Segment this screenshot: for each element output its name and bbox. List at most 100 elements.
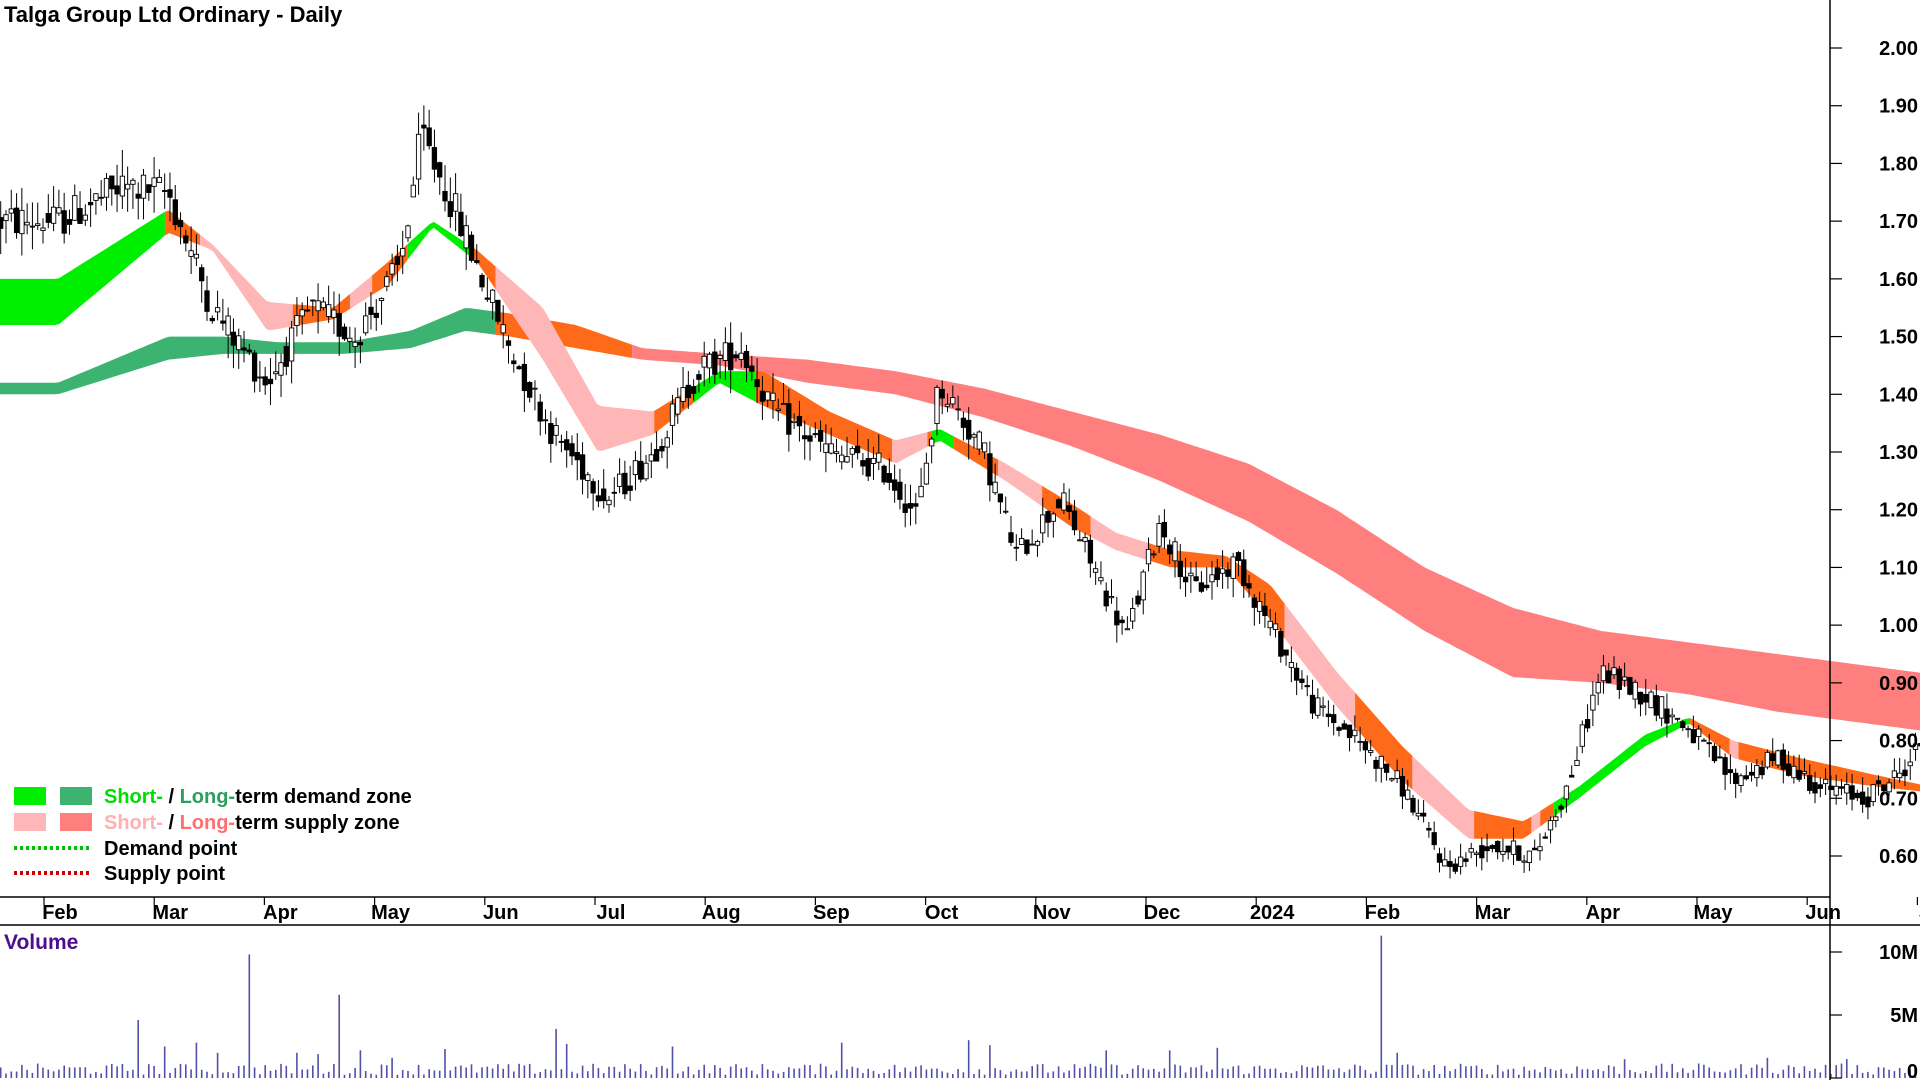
candle-60 xyxy=(315,283,321,334)
candle-130 xyxy=(685,371,691,409)
candle-327 xyxy=(1727,754,1734,785)
candle-166 xyxy=(876,434,882,471)
price-tick-label-14: 0.60 xyxy=(1879,846,1918,868)
candle-257 xyxy=(1357,726,1363,752)
candle-267 xyxy=(1410,794,1416,816)
candle-77 xyxy=(405,224,411,242)
candle-108 xyxy=(569,435,575,466)
candle-356 xyxy=(1881,784,1887,796)
price-candles xyxy=(0,105,1920,879)
short-term-zone-segment-23 xyxy=(1474,811,1532,839)
candle-47 xyxy=(246,343,252,356)
candle-269 xyxy=(1420,800,1427,823)
candle-106 xyxy=(558,434,565,453)
candle-253 xyxy=(1336,725,1342,737)
candle-280 xyxy=(1479,837,1485,871)
candle-214 xyxy=(1130,597,1136,629)
candle-3 xyxy=(13,193,20,239)
candle-1 xyxy=(3,210,9,244)
candle-75 xyxy=(394,244,401,282)
candle-245 xyxy=(1293,662,1300,696)
candle-119 xyxy=(627,465,633,502)
candle-270 xyxy=(1426,822,1432,838)
candle-123 xyxy=(648,442,654,478)
candle-287 xyxy=(1516,845,1522,862)
candle-344 xyxy=(1817,777,1823,798)
candle-345 xyxy=(1822,768,1829,795)
candle-40 xyxy=(209,315,215,324)
legend-demand-long: Long- xyxy=(180,786,236,808)
legend-swatch-short-supply xyxy=(14,813,46,831)
candle-92 xyxy=(484,277,490,302)
candle-323 xyxy=(1706,734,1712,758)
candle-306 xyxy=(1616,665,1622,699)
candle-250 xyxy=(1320,696,1326,717)
candle-126 xyxy=(664,430,670,469)
candle-48 xyxy=(251,350,258,393)
candle-172 xyxy=(907,484,914,526)
month-label-5: Jul xyxy=(597,902,626,924)
candle-234 xyxy=(1235,551,1242,577)
candle-115 xyxy=(606,496,612,513)
candle-81 xyxy=(426,109,432,150)
candle-302 xyxy=(1595,673,1601,706)
candle-235 xyxy=(1241,549,1247,598)
candle-317 xyxy=(1674,717,1681,722)
candle-153 xyxy=(807,426,813,461)
candle-301 xyxy=(1590,681,1596,727)
short-term-zone-segment-4 xyxy=(350,275,373,309)
candle-343 xyxy=(1812,771,1818,804)
candle-297 xyxy=(1569,765,1575,778)
candle-248 xyxy=(1309,679,1316,719)
candle-120 xyxy=(632,451,639,491)
candle-114 xyxy=(601,469,607,509)
candle-70 xyxy=(368,292,374,330)
candle-358 xyxy=(1891,758,1898,790)
candle-312 xyxy=(1648,689,1654,709)
candle-90 xyxy=(474,244,480,265)
candle-187 xyxy=(987,441,993,502)
candle-334 xyxy=(1764,749,1771,770)
candle-316 xyxy=(1669,708,1675,725)
candle-61 xyxy=(320,297,327,311)
candle-37 xyxy=(193,234,200,266)
candle-112 xyxy=(590,478,596,511)
candle-261 xyxy=(1378,755,1384,783)
candle-49 xyxy=(257,361,263,392)
candle-265 xyxy=(1399,768,1406,810)
candle-113 xyxy=(595,480,602,508)
candle-72 xyxy=(378,297,385,325)
candle-361 xyxy=(1907,748,1913,780)
price-tick-label-5: 1.50 xyxy=(1879,327,1918,349)
legend: Short- / Long-term demand zone Short- / … xyxy=(14,786,412,885)
candle-154 xyxy=(812,422,818,438)
candle-227 xyxy=(1198,571,1205,593)
volume-tick-label-0: 10M xyxy=(1879,942,1918,964)
candle-160 xyxy=(844,436,850,464)
candle-22 xyxy=(114,164,120,213)
candle-210 xyxy=(1108,579,1115,604)
candle-94 xyxy=(495,299,501,325)
candle-121 xyxy=(638,441,644,483)
candle-128 xyxy=(675,387,681,424)
candle-203 xyxy=(1071,499,1078,536)
candle-218 xyxy=(1151,550,1157,559)
candle-109 xyxy=(574,433,580,481)
candle-14 xyxy=(72,184,78,221)
candle-278 xyxy=(1468,842,1474,859)
candle-354 xyxy=(1870,783,1876,807)
candle-350 xyxy=(1849,773,1855,811)
candle-206 xyxy=(1087,534,1094,578)
candle-223 xyxy=(1177,543,1183,590)
candle-241 xyxy=(1272,612,1279,638)
candle-122 xyxy=(643,455,649,482)
candle-362 xyxy=(1912,732,1919,761)
volume-bars xyxy=(0,935,1917,1078)
candle-211 xyxy=(1114,596,1120,643)
candle-319 xyxy=(1685,725,1691,738)
candle-243 xyxy=(1283,649,1289,666)
candle-168 xyxy=(886,458,892,491)
candle-244 xyxy=(1288,646,1295,683)
candle-29 xyxy=(151,157,157,213)
candle-57 xyxy=(299,302,305,335)
